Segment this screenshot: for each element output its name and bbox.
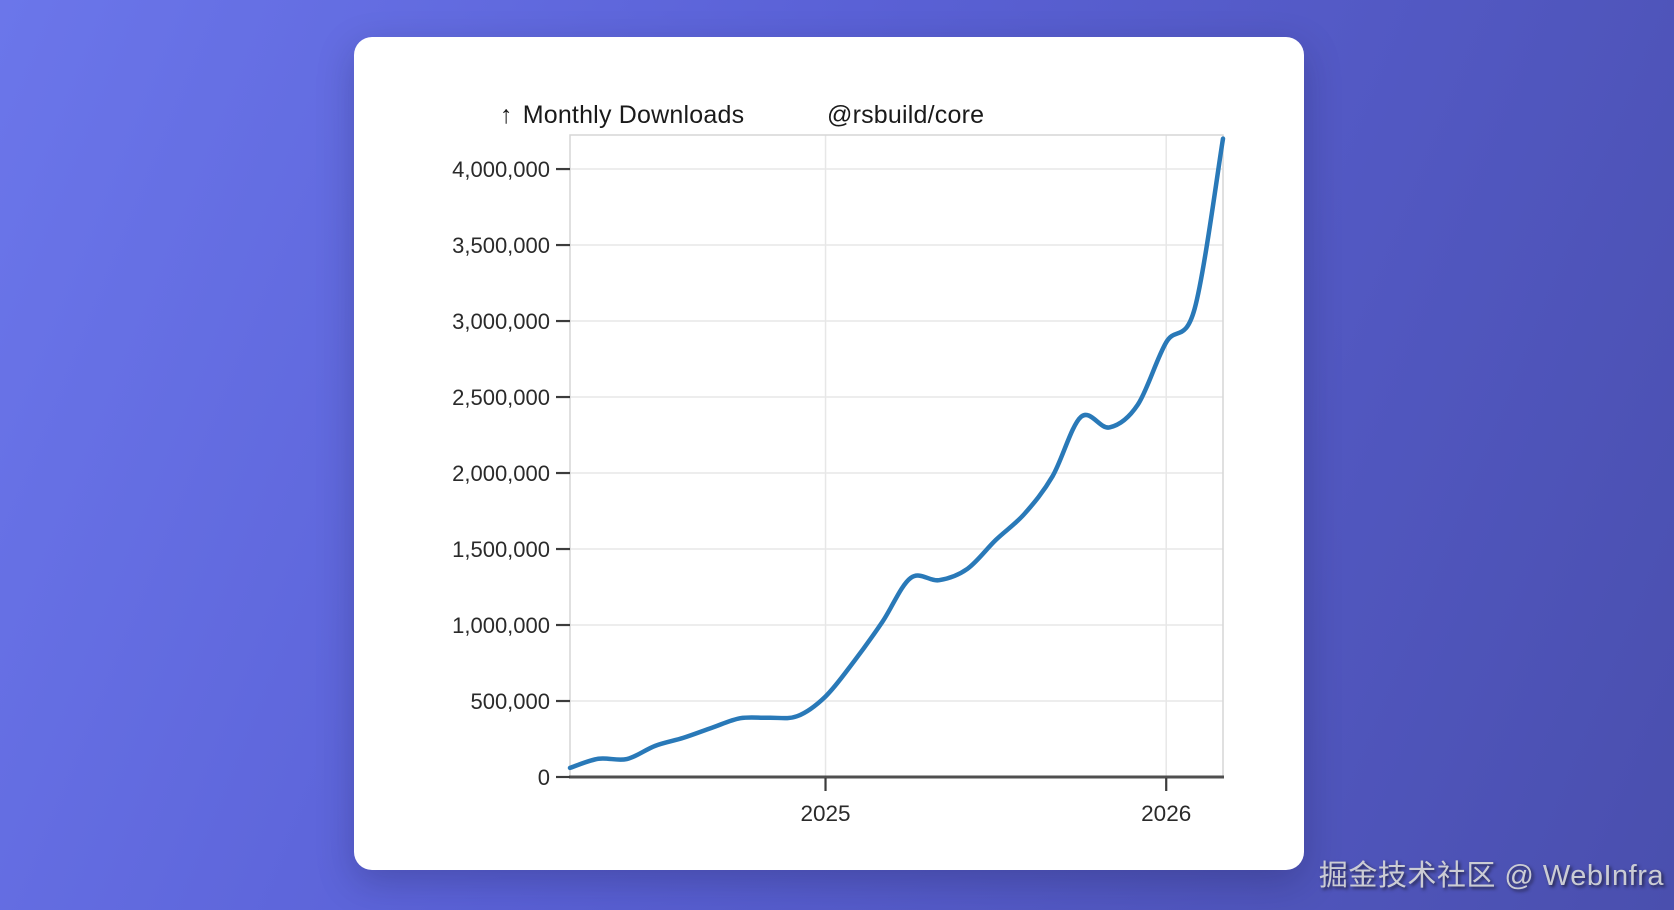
chart-title: Monthly Downloads <box>522 101 745 129</box>
downloads-line <box>567 136 1226 771</box>
x-tick-label: 2026 <box>1141 801 1191 826</box>
chart-header: ↑ Monthly Downloads @rsbuild/core <box>500 101 1260 130</box>
y-tick-label: 0 <box>538 765 550 790</box>
y-tick-label: 1,000,000 <box>452 613 550 638</box>
y-tick-label: 4,000,000 <box>452 157 550 182</box>
y-tick-label: 2,500,000 <box>452 385 550 410</box>
y-tick-label: 3,000,000 <box>452 309 550 334</box>
chart-card: ↑ Monthly Downloads @rsbuild/core 0 500,0… <box>354 37 1304 870</box>
package-name: @rsbuild/core <box>827 101 985 129</box>
y-tick-label: 500,000 <box>470 689 550 714</box>
downloads-line-chart: 0 500,000 1,000,000 1,500,000 2,000,000 2,500… <box>452 134 1226 826</box>
watermark: 掘金技术社区 @ WebInfra <box>1318 860 1664 892</box>
x-tick-label: 2025 <box>800 801 850 826</box>
plot-border <box>569 134 1224 778</box>
up-arrow-icon: ↑ <box>500 101 513 129</box>
y-tick-label: 2,000,000 <box>452 461 550 486</box>
y-tick-label: 3,500,000 <box>452 233 550 258</box>
y-tick-label: 1,500,000 <box>452 537 550 562</box>
